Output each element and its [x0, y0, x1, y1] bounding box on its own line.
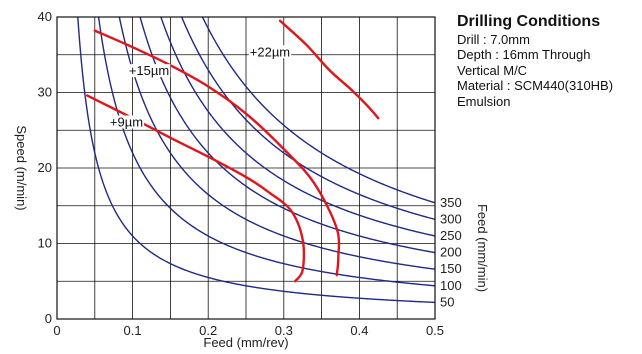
- x-axis-label: Feed (mm/rev): [203, 335, 288, 350]
- drilling-conditions-panel: Drilling Conditions Drill : 7.0mm Depth …: [457, 12, 641, 109]
- feed-rate-curve-250: [160, 17, 435, 237]
- feed-rate-curve-50: [77, 17, 435, 304]
- y-tick-label: 40: [38, 9, 52, 24]
- wear-label-background: [108, 115, 145, 129]
- feed-rate-label: 250: [440, 228, 462, 243]
- x-tick-label: 0: [53, 323, 60, 338]
- feed-rate-label: 350: [440, 195, 462, 210]
- wear-curve-label: +9µm: [110, 114, 143, 129]
- conditions-title: Drilling Conditions: [457, 13, 601, 30]
- feed-rate-curve-200: [139, 17, 435, 254]
- wear-label-background: [248, 45, 292, 59]
- x-tick-label: 0.2: [199, 323, 217, 338]
- y-axis-label: Speed (m/min): [14, 125, 29, 210]
- feed-rate-curve-100: [97, 17, 435, 287]
- wear-labels: +9µm +15µm +22µm: [108, 44, 292, 129]
- x-tick-label: 0.5: [426, 323, 444, 338]
- y-tick-label: 0: [45, 311, 52, 326]
- right-axis-label: Feed (mm/min): [475, 204, 490, 292]
- feed-rate-label: 100: [440, 278, 462, 293]
- wear-curve-label: +15µm: [129, 63, 169, 78]
- y-tick-label: 20: [38, 160, 52, 175]
- feed-rate-label: 50: [440, 294, 454, 309]
- feed-rate-label: 150: [440, 261, 462, 276]
- condition-material: Material : SCM440(310HB): [457, 78, 614, 94]
- feed-rate-curves: [77, 17, 435, 304]
- x-tick-label: 0.1: [124, 323, 142, 338]
- feed-rate-curve-350: [201, 17, 435, 204]
- y-tick-labels: 0 10 20 30 40: [38, 9, 52, 326]
- feed-rate-curve-150: [118, 17, 435, 270]
- plot-frame: [56, 16, 436, 320]
- condition-machine: Vertical M/C: [457, 62, 528, 78]
- x-tick-label: 0.3: [275, 323, 293, 338]
- feed-rate-curve-300: [180, 17, 435, 221]
- wear-curve-1: [86, 94, 306, 283]
- wear-label-background: [127, 64, 171, 78]
- condition-drill: Drill : 7.0mm: [457, 32, 530, 47]
- feed-rate-label: 300: [440, 211, 462, 226]
- y-tick-label: 30: [38, 85, 52, 100]
- wear-curve-3: [278, 19, 380, 120]
- wear-curve-label: +22µm: [250, 44, 290, 59]
- grid: [57, 17, 435, 319]
- x-tick-labels: 0 0.1 0.2 0.3 0.4 0.5: [53, 323, 444, 338]
- wear-curves: [86, 19, 380, 283]
- feed-rate-label: 200: [440, 245, 462, 260]
- y-tick-label: 10: [38, 236, 52, 251]
- wear-curve-2: [93, 29, 341, 277]
- condition-coolant: Emulsion: [457, 93, 511, 109]
- x-tick-label: 0.4: [350, 323, 368, 338]
- condition-depth: Depth : 16mm Through: [457, 47, 591, 63]
